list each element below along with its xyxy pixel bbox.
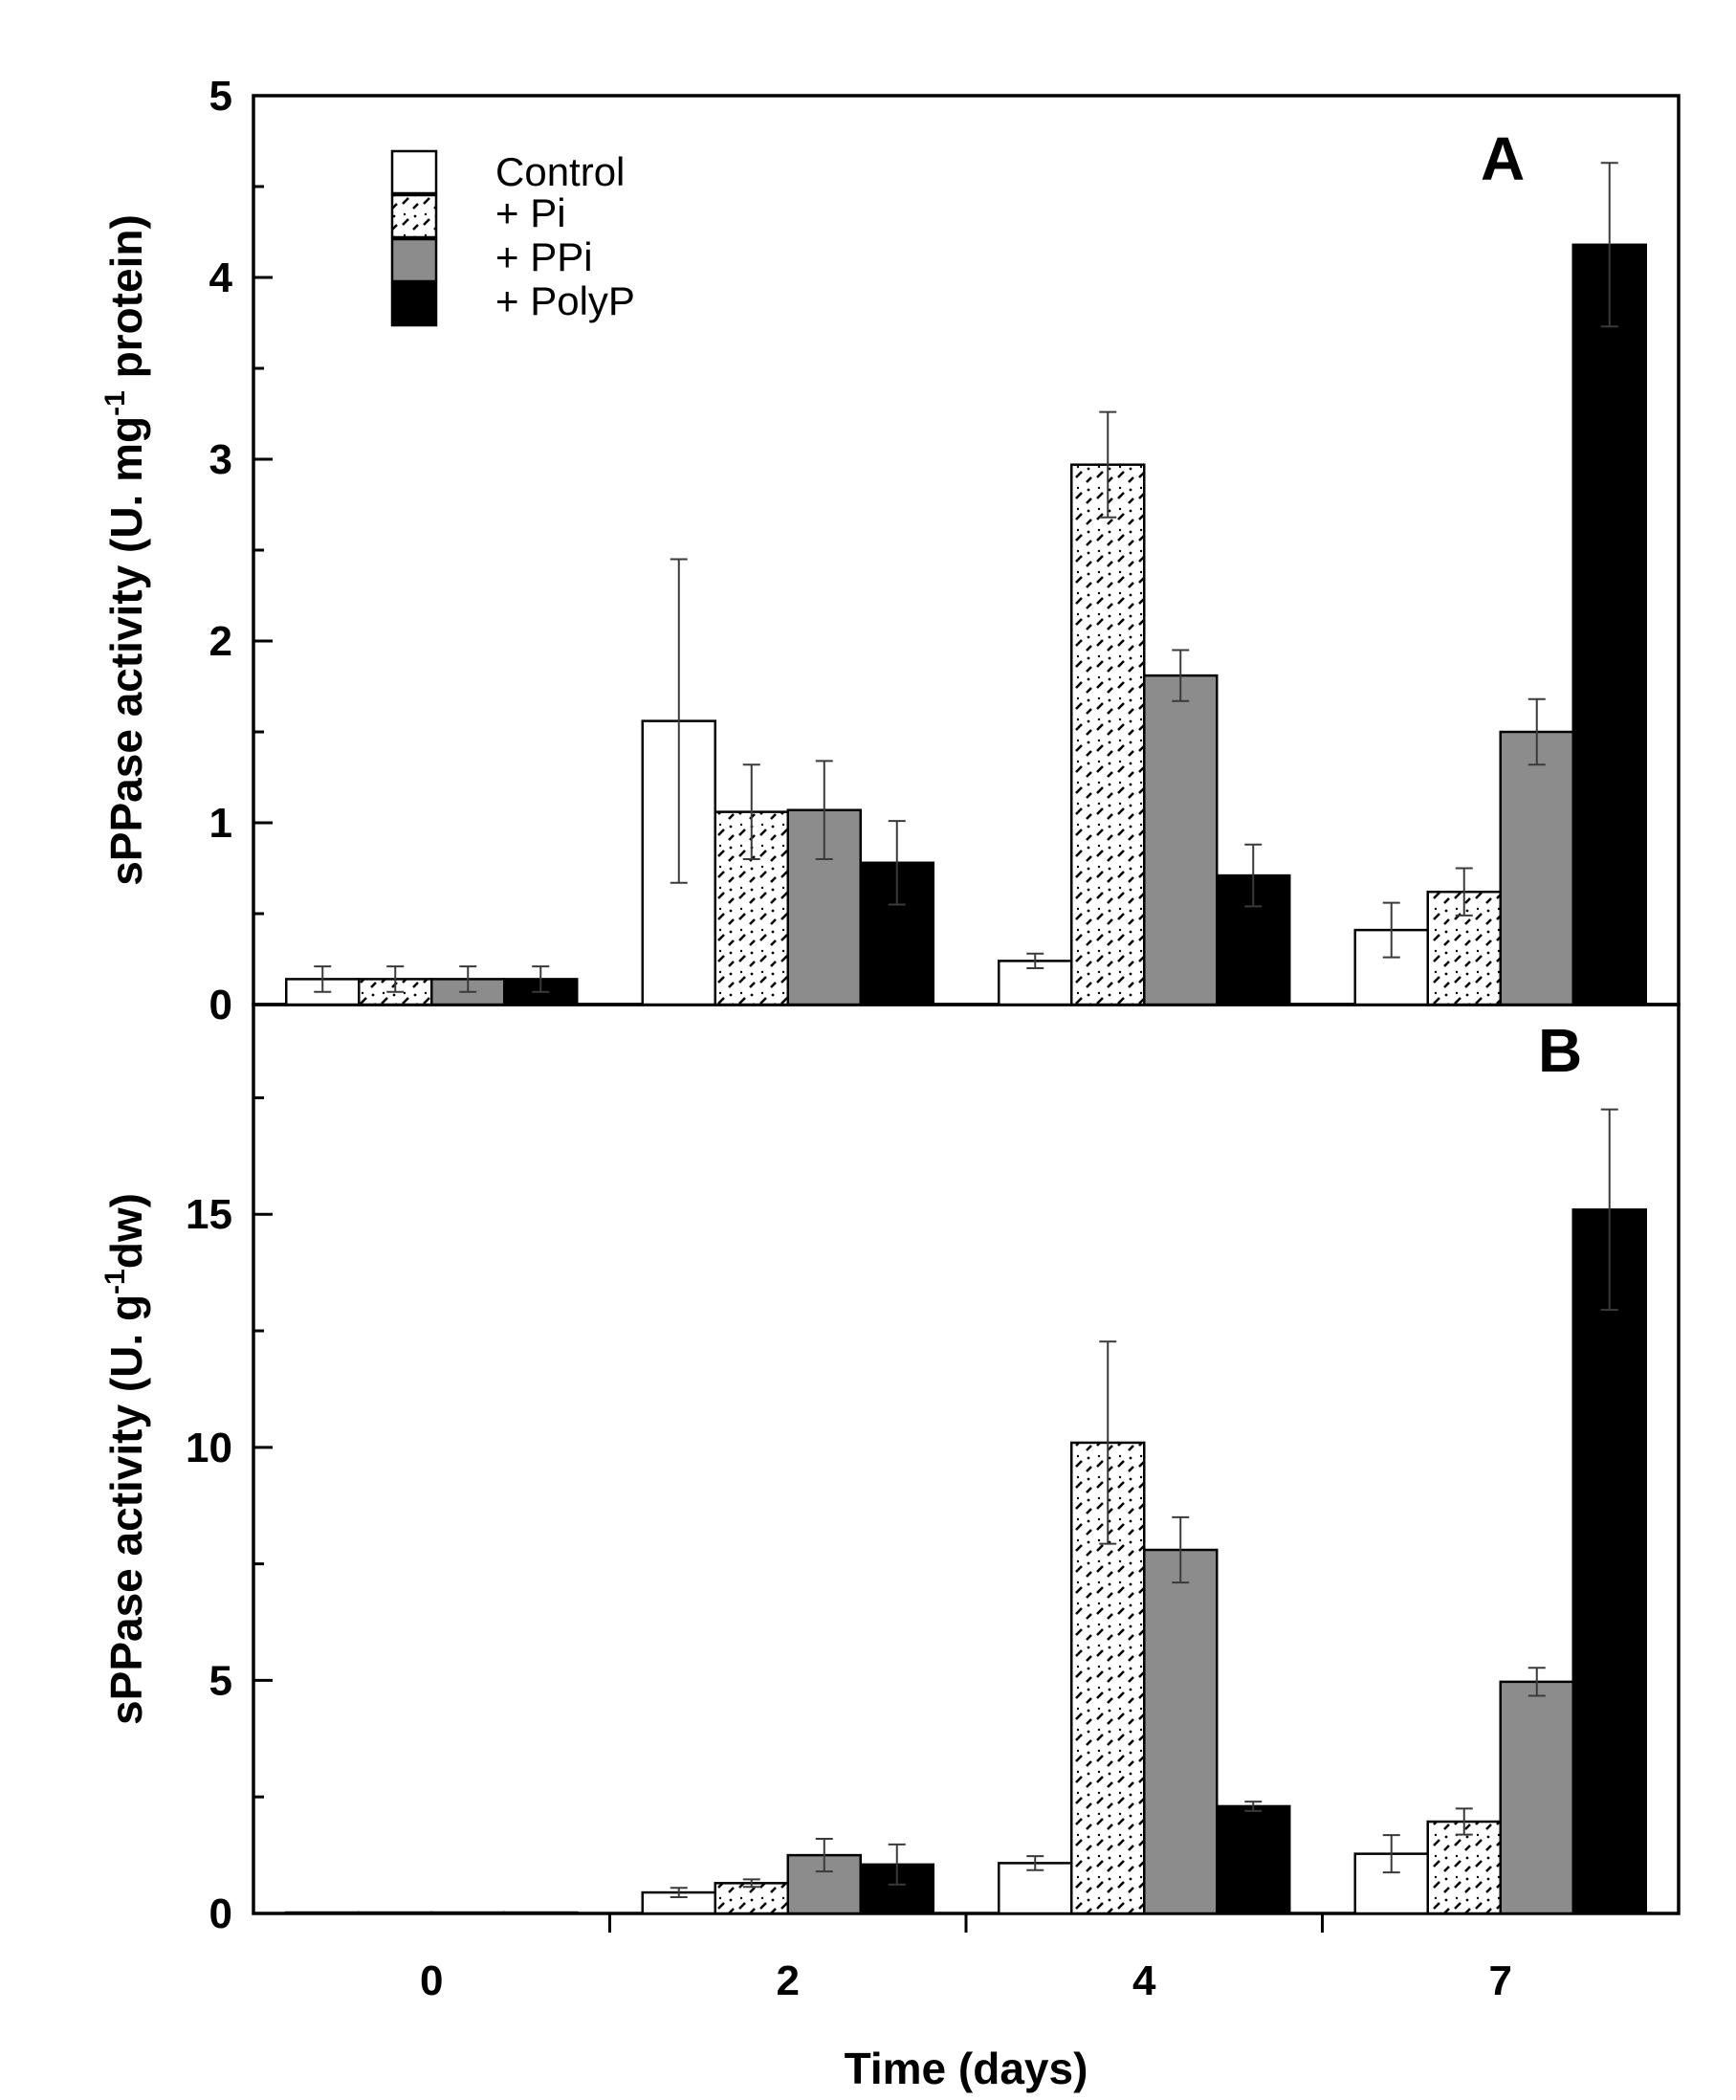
panel-b-frame	[252, 1003, 1681, 1915]
legend-label: + PolyP	[495, 278, 635, 323]
legend-swatch	[390, 281, 438, 327]
bar	[1499, 1680, 1574, 1915]
y-axis-title: sPPase activity (U. mg-1 protein)	[99, 214, 151, 886]
x-tick-label: 0	[420, 1957, 443, 2004]
y-tick-label: 2	[209, 618, 232, 665]
panel-b-letter: B	[1538, 1016, 1582, 1085]
y-tick-label: 0	[209, 1890, 232, 1937]
x-tick-label: 2	[777, 1957, 800, 2004]
bar	[1216, 1804, 1291, 1915]
bar	[430, 1911, 506, 1915]
y-tick-label: 15	[186, 1191, 232, 1238]
bar	[1426, 1820, 1502, 1915]
y-axis-title: sPPase activity (U. g-1dw)	[99, 1193, 151, 1725]
y-tick-label: 10	[186, 1425, 232, 1471]
y-tick-label: 3	[209, 436, 232, 483]
legend-label: + PPi	[495, 234, 593, 279]
legend-swatch	[390, 193, 438, 239]
legend-swatch	[390, 149, 438, 195]
legend-swatch	[390, 237, 438, 283]
bar	[1571, 243, 1647, 1006]
y-tick-label: 1	[209, 800, 232, 847]
bar	[1070, 463, 1146, 1006]
panel-a-letter: A	[1481, 124, 1525, 193]
x-tick-label: 4	[1132, 1957, 1156, 2004]
bar	[503, 1911, 579, 1915]
legend-label: + Pi	[495, 190, 566, 235]
bar	[1143, 674, 1219, 1006]
legend-label: Control	[495, 149, 625, 194]
y-tick-label: 0	[209, 982, 232, 1028]
chart-marks: 0 1 2 3 4 5 sPPase activity (U. mg-1 protein) 0…	[99, 73, 1647, 2004]
bar	[1499, 730, 1574, 1006]
bar	[1571, 1208, 1647, 1915]
x-tick-label: 7	[1489, 1957, 1512, 2004]
bar	[1143, 1548, 1219, 1915]
y-tick-label: 5	[209, 1657, 232, 1704]
bar	[285, 1911, 361, 1915]
bar	[358, 1911, 433, 1915]
y-tick-label: 5	[209, 73, 232, 120]
x-axis-title: Time (days)	[845, 2044, 1088, 2093]
legend: Control+ Pi+ PPi+ PolyP	[390, 149, 635, 327]
y-tick-label: 4	[209, 254, 233, 301]
